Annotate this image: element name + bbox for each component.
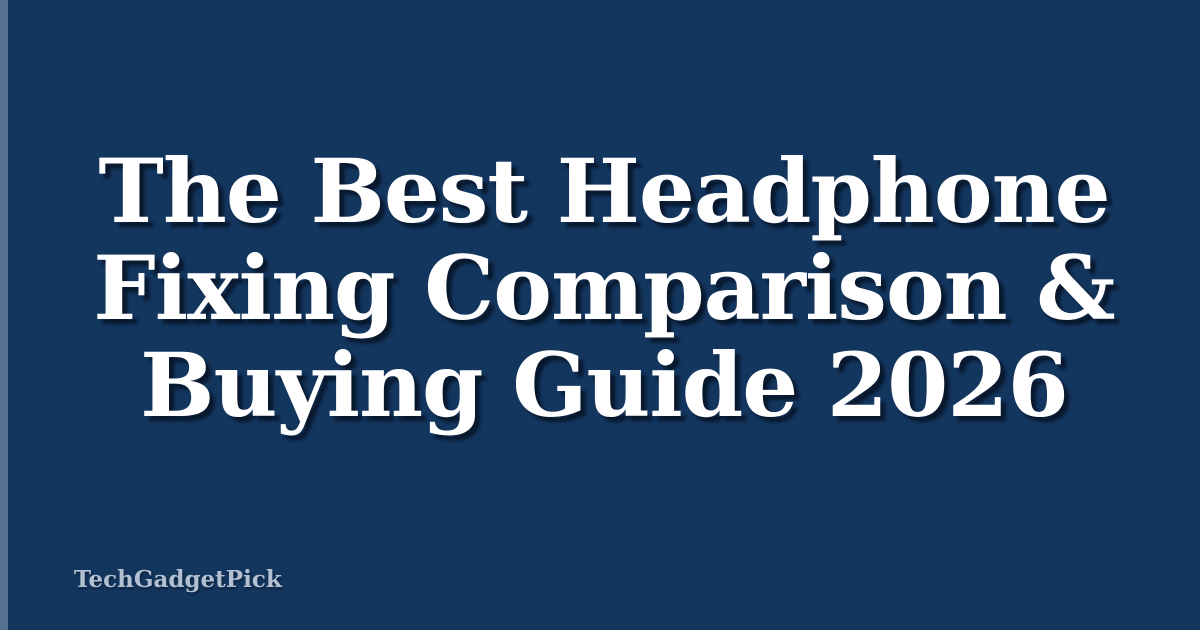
title-line-3: Buying Guide 2026 <box>140 333 1069 437</box>
left-edge-stripe <box>0 0 8 630</box>
title-line-1: The Best Headphone <box>98 139 1110 243</box>
title-line-2: Fixing Comparison & <box>93 236 1115 340</box>
page-title: The Best Headphone Fixing Comparison & B… <box>8 143 1200 434</box>
brand-wordmark: TechGadgetPick <box>74 566 282 593</box>
